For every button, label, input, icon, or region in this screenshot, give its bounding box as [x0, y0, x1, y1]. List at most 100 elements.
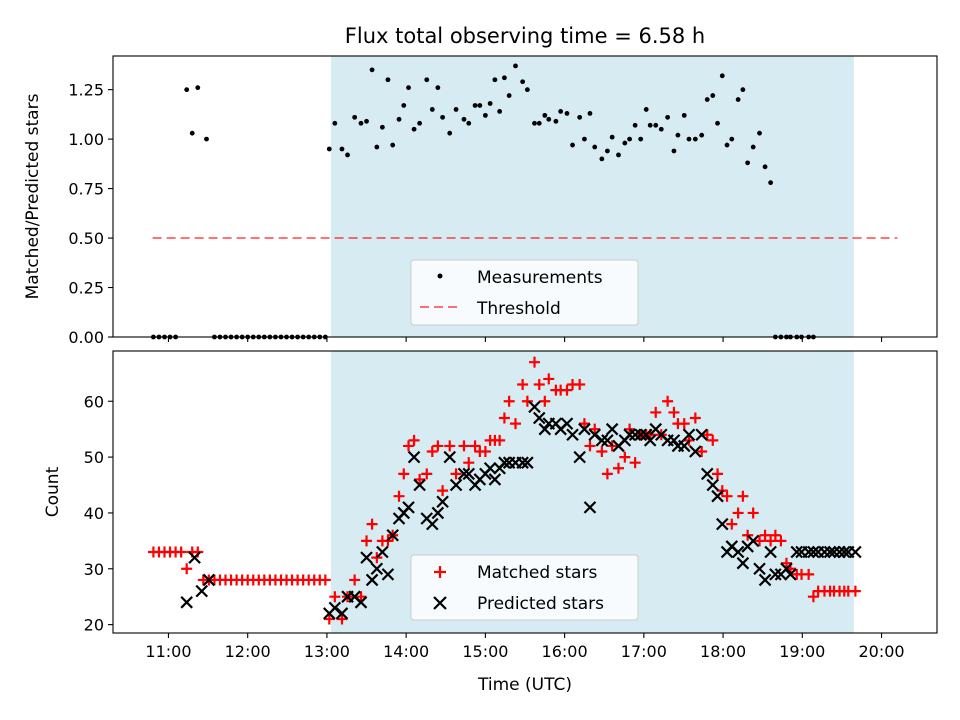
- measurements-point: [762, 164, 768, 170]
- measurements-point: [768, 180, 774, 186]
- measurements-point: [502, 75, 507, 81]
- predicted-stars-point: [449, 478, 463, 492]
- matched-stars-point: [517, 379, 529, 391]
- measurements-point: [632, 122, 638, 128]
- predicted-stars-point: [605, 422, 619, 436]
- matched-stars-point: [403, 440, 415, 452]
- matched-stars-point: [574, 379, 586, 391]
- matched-stars-point: [650, 406, 662, 418]
- predicted-stars-point: [784, 568, 797, 581]
- matched-stars-point: [366, 518, 378, 530]
- top-y-axis-label: Matched/Predicted stars: [23, 93, 43, 299]
- predicted-stars-point: [711, 489, 724, 503]
- predicted-stars-point: [706, 478, 720, 492]
- measurements-point: [616, 152, 621, 158]
- measurements-point: [482, 112, 488, 118]
- predicted-stars-point: [402, 501, 415, 514]
- predicted-stars-point: [700, 467, 714, 481]
- matched-stars-point: [329, 591, 341, 603]
- measurements-point: [671, 148, 677, 154]
- matched-stars-legend-marker: [434, 566, 446, 578]
- measurements-point: [184, 87, 190, 93]
- matched-stars-point: [726, 518, 738, 530]
- bottom-axes-frame: [112, 350, 938, 634]
- matched-stars-point: [319, 574, 331, 586]
- predicted-stars-point: [827, 545, 841, 559]
- bottom-panel: 20 30 40 50 60 11:00 12:00 13:00 14:00 15:00 16:0…: [43, 350, 938, 695]
- predicted-stars-point: [195, 584, 209, 598]
- predicted-stars-point: [758, 573, 772, 587]
- x-tick-label: 14:00: [383, 642, 429, 661]
- matched-stars-point: [662, 395, 674, 407]
- predicted-stars-point: [202, 573, 216, 587]
- matched-stars-point: [712, 468, 724, 480]
- measurements-point: [326, 146, 332, 152]
- y-tick-label: 50: [84, 448, 104, 467]
- matched-stars-point: [803, 568, 815, 580]
- predicted-stars-point: [623, 428, 636, 442]
- top-axes-frame: [112, 55, 938, 338]
- matched-stars-point: [701, 429, 713, 441]
- measurements-point: [513, 63, 518, 69]
- measurements-point: [358, 120, 364, 126]
- matched-stars-point: [414, 473, 426, 485]
- measurements-point: [750, 144, 756, 150]
- measurements-point: [658, 126, 664, 132]
- matched-stars-point: [469, 440, 481, 452]
- measurements-point: [401, 103, 407, 108]
- measurements-point: [546, 116, 552, 122]
- matched-stars-point: [398, 468, 410, 480]
- predicted-stars-point: [560, 417, 574, 430]
- predicted-stars-point: [682, 428, 696, 442]
- predicted-stars-point: [488, 473, 502, 486]
- matched-stars-point: [780, 557, 792, 569]
- measurements-point: [710, 93, 716, 98]
- measurements-point: [477, 103, 483, 108]
- measurements-point: [435, 85, 441, 91]
- predicted-stars-point: [521, 456, 534, 469]
- predicted-stars-point: [413, 478, 426, 492]
- matched-stars-point: [696, 446, 708, 458]
- measurements-point: [686, 136, 692, 142]
- predicted-stars-point: [695, 428, 708, 442]
- matched-stars-point: [361, 535, 373, 547]
- predicted-stars-point: [483, 461, 497, 475]
- measurements-point: [692, 136, 698, 142]
- measurements-point: [447, 130, 453, 136]
- y-tick-label: 1.25: [68, 81, 104, 100]
- predicted-stars-point: [431, 506, 445, 520]
- x-tick-label: 11:00: [145, 642, 191, 661]
- matched-stars-point: [323, 613, 335, 625]
- matched-stars-point: [509, 418, 521, 430]
- matched-stars-point: [561, 384, 573, 396]
- predicted-stars-point: [764, 545, 777, 559]
- predicted-stars-point: [769, 568, 782, 581]
- measurements-point: [740, 87, 746, 93]
- measurements-point: [369, 67, 375, 73]
- measurements-point: [385, 77, 391, 83]
- y-tick-label: 20: [84, 616, 104, 635]
- measurements-point: [653, 122, 659, 128]
- matched-stars-point: [668, 406, 680, 418]
- measurements-point: [429, 107, 435, 112]
- measurements-point: [379, 124, 385, 130]
- matched-stars-point: [578, 418, 590, 430]
- predicted-stars-point: [436, 495, 449, 509]
- bottom-legend: Matched stars Predicted stars: [410, 554, 639, 621]
- predicted-stars-point: [573, 450, 586, 464]
- matched-stars-point: [175, 546, 187, 558]
- measurements-point: [757, 130, 762, 136]
- predicted-stars-point: [566, 428, 579, 442]
- predicted-stars-point: [639, 428, 653, 442]
- matched-stars-point: [371, 552, 383, 564]
- predicted-stars-point: [595, 434, 609, 447]
- matched-stars-point: [503, 395, 515, 407]
- bottom-y-axis-ticks: 20 30 40 50 60: [84, 392, 113, 635]
- matched-stars-point: [444, 440, 456, 452]
- matched-stars-point: [336, 613, 348, 625]
- measurements-legend-marker: [437, 273, 443, 279]
- matched-stars-point: [426, 446, 438, 458]
- matched-stars-point: [408, 434, 420, 446]
- legend-measurements-label: Measurements: [477, 268, 603, 288]
